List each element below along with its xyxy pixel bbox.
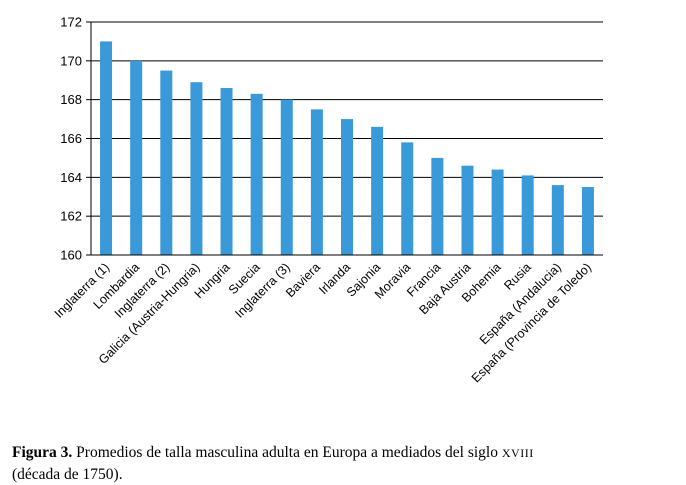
- bar: [371, 126, 384, 255]
- bar: [280, 99, 293, 256]
- y-tick-label: 168: [60, 92, 82, 107]
- x-tick-label: Baviera: [283, 260, 323, 300]
- bar: [461, 165, 474, 255]
- y-tick-label: 162: [60, 209, 82, 224]
- caption-century: XVIII: [501, 446, 534, 460]
- bar: [250, 93, 263, 255]
- bar: [220, 88, 233, 256]
- y-tick-label: 160: [60, 248, 82, 263]
- bar: [581, 187, 594, 255]
- y-tick-label: 170: [60, 53, 82, 68]
- bar: [190, 82, 203, 255]
- figure-label: Figura 3.: [12, 444, 73, 461]
- bar: [130, 60, 143, 256]
- y-tick-labels: 160 162 164 166 168 170 172: [60, 15, 82, 263]
- bar: [431, 157, 444, 255]
- bar: [521, 175, 534, 255]
- bar: [551, 185, 564, 255]
- axes: [90, 22, 603, 256]
- bar: [401, 142, 414, 255]
- bar: [160, 70, 173, 256]
- figure-caption: Figura 3. Promedios de talla masculina a…: [12, 442, 672, 485]
- caption-text-end: (década de 1750).: [12, 466, 123, 483]
- bar: [491, 169, 504, 255]
- bar-chart: 160 162 164 166 168 170 172 Inglaterra (1)Lomb…: [52, 15, 603, 385]
- bar: [310, 109, 323, 255]
- y-tick-label: 166: [60, 131, 82, 146]
- bar: [100, 41, 113, 255]
- bar: [341, 119, 353, 255]
- caption-text: Promedios de talla masculina adulta en E…: [76, 444, 502, 461]
- bars: [100, 41, 594, 256]
- y-tick-label: 164: [60, 170, 82, 185]
- y-tick-label: 172: [60, 15, 82, 30]
